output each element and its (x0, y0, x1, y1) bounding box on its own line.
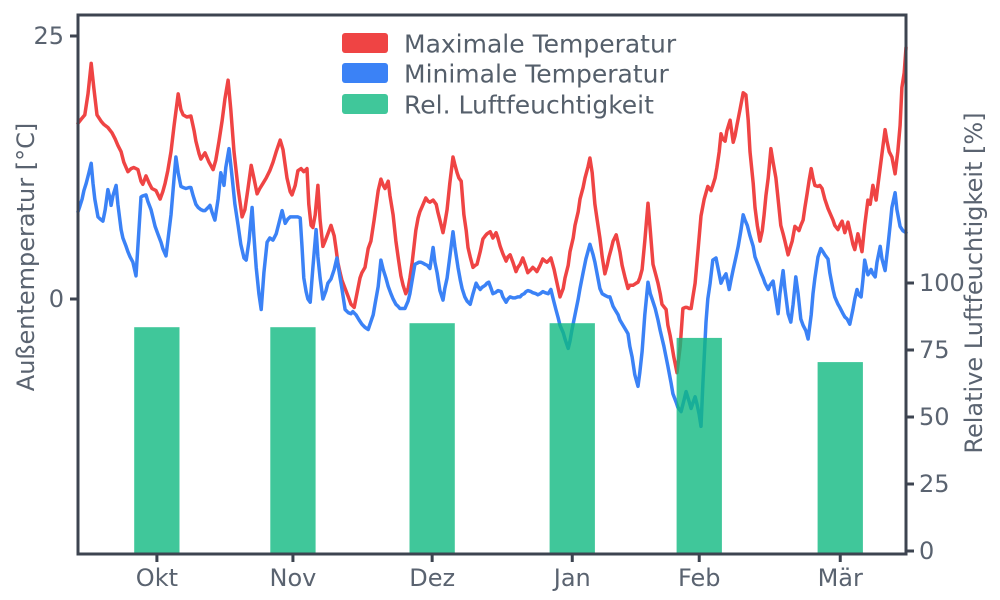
legend-label-min-temperature: Minimale Temperatur (404, 60, 670, 89)
x-tick-label-Okt: Okt (136, 564, 178, 592)
right-tick-label-0: 0 (919, 537, 934, 565)
max-temperature-line (76, 45, 908, 375)
humidity-bars-layer (134, 323, 863, 553)
humidity-bar-Mär (817, 362, 863, 553)
axis-ticks-layer: Okt Nov Dez Jan Feb Mär 0 25 0 25 50 75 100 (33, 22, 964, 592)
legend-swatch-max-temperature (342, 33, 388, 53)
legend-label-humidity: Rel. Luftfeuchtigkeit (404, 91, 654, 120)
left-tick-label-25: 25 (33, 22, 64, 50)
x-tick-label-Dez: Dez (409, 564, 455, 592)
legend-label-max-temperature: Maximale Temperatur (404, 30, 677, 59)
right-tick-label-100: 100 (919, 269, 965, 297)
plot-frame (76, 13, 908, 556)
legend-swatch-humidity (342, 94, 388, 114)
x-tick-label-Nov: Nov (270, 564, 317, 592)
left-tick-label-0: 0 (49, 285, 64, 313)
min-temperature-line (76, 146, 908, 429)
humidity-bar-Okt (134, 327, 180, 553)
temperature-lines-layer (76, 45, 908, 429)
legend: Maximale Temperatur Minimale Temperatur … (342, 30, 677, 120)
x-tick-label-Jan: Jan (552, 564, 591, 592)
humidity-bar-Dez (409, 323, 455, 553)
right-tick-label-50: 50 (919, 403, 950, 431)
right-y-axis-label: Relative Luftfeuchtigkeit [%] (960, 112, 988, 453)
x-tick-label-Mär: Mär (818, 564, 863, 592)
left-y-axis-label: Außentemperatur [°C] (12, 123, 40, 391)
humidity-bar-Jan (549, 323, 595, 553)
right-tick-label-75: 75 (919, 336, 950, 364)
right-tick-label-25: 25 (919, 470, 950, 498)
humidity-bar-Nov (270, 327, 316, 553)
x-tick-label-Feb: Feb (678, 564, 721, 592)
legend-swatch-min-temperature (342, 63, 388, 83)
humidity-bar-Feb (676, 337, 722, 553)
